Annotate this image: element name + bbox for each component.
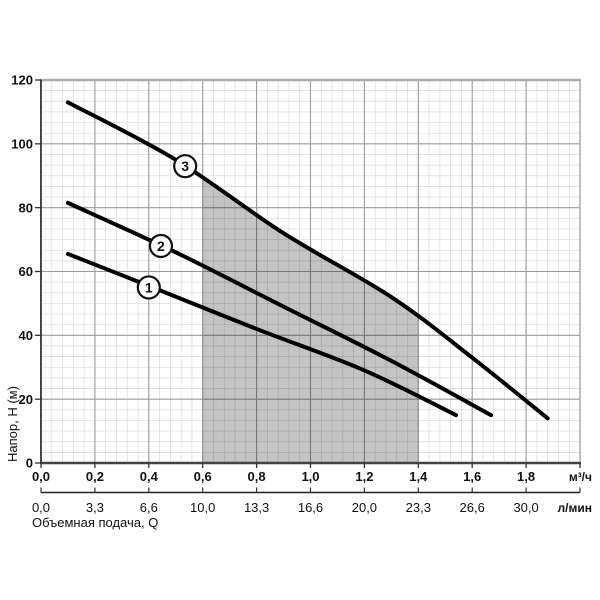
y-tick-label: 80 bbox=[19, 200, 33, 215]
x-tick-label-secondary: 20,0 bbox=[352, 500, 377, 515]
x-tick-label-secondary: 10,0 bbox=[190, 500, 215, 515]
x-axis-title: Объемная подача, Q bbox=[32, 515, 158, 530]
y-tick-label: 20 bbox=[19, 392, 33, 407]
y-axis-title: Напор, Н (м) bbox=[5, 386, 20, 462]
curve-marker-circle-1 bbox=[136, 275, 161, 300]
x-tick-label-primary: 0,8 bbox=[248, 469, 266, 484]
x-tick-label-secondary: 3,3 bbox=[86, 500, 104, 515]
x-tick-label-secondary: 16,6 bbox=[298, 500, 323, 515]
curve-marker-3: 3 bbox=[173, 154, 198, 179]
x-tick-label-secondary: 30,0 bbox=[513, 500, 538, 515]
x-axis-secondary: 0,0 3,3 6,6 10,0 13,3 16,6 20,0 23,3 26,6 30,0 bbox=[32, 487, 581, 515]
x-tick-label-secondary: 23,3 bbox=[406, 500, 431, 515]
curve-marker-number-3: 3 bbox=[181, 158, 189, 174]
y-axis: 0 20 40 60 80 100 120 bbox=[11, 73, 41, 471]
x-axis-primary: 0,0 0,2 0,4 0,6 0,8 1,0 1,2 1,4 1,6 1,8 bbox=[32, 463, 581, 484]
y-tick-label: 60 bbox=[19, 264, 33, 279]
curve-2 bbox=[65, 200, 494, 418]
x-tick-label-primary: 1,4 bbox=[409, 469, 428, 484]
x-tick-label-primary: 0,0 bbox=[32, 469, 50, 484]
curve-marker-2: 2 bbox=[148, 233, 174, 259]
x-tick-label-secondary: 0,0 bbox=[32, 500, 50, 515]
grid-major bbox=[41, 80, 580, 463]
curve-marker-number-2: 2 bbox=[157, 238, 165, 254]
curve-1 bbox=[65, 251, 459, 418]
x-tick-label-primary: 0,2 bbox=[86, 469, 104, 484]
curve-marker-number-1: 1 bbox=[145, 279, 153, 295]
y-tick-label: 120 bbox=[11, 73, 33, 88]
x-tick-label-primary: 1,2 bbox=[355, 469, 373, 484]
x-unit-secondary-label: л/мин bbox=[558, 501, 592, 515]
curve-marker-circle-2 bbox=[148, 233, 174, 259]
x-tick-label-primary: 1,0 bbox=[301, 469, 319, 484]
curve-marker-circle-3 bbox=[173, 154, 198, 179]
curve-3 bbox=[65, 100, 550, 421]
x-tick-label-primary: 0,4 bbox=[140, 469, 159, 484]
y-tick-label: 40 bbox=[19, 328, 33, 343]
x-unit-primary-label: м³/ч bbox=[569, 470, 592, 484]
x-tick-label-secondary: 26,6 bbox=[460, 500, 485, 515]
x-tick-label-primary: 1,8 bbox=[517, 469, 535, 484]
curve-marker-1: 1 bbox=[136, 275, 161, 300]
x-tick-label-secondary: 6,6 bbox=[140, 500, 158, 515]
x-tick-label-secondary: 13,3 bbox=[244, 500, 269, 515]
x-tick-label-primary: 0,6 bbox=[194, 469, 212, 484]
y-tick-label: 100 bbox=[11, 136, 33, 151]
y-tick-label: 0 bbox=[26, 456, 33, 471]
x-tick-label-primary: 1,6 bbox=[463, 469, 481, 484]
